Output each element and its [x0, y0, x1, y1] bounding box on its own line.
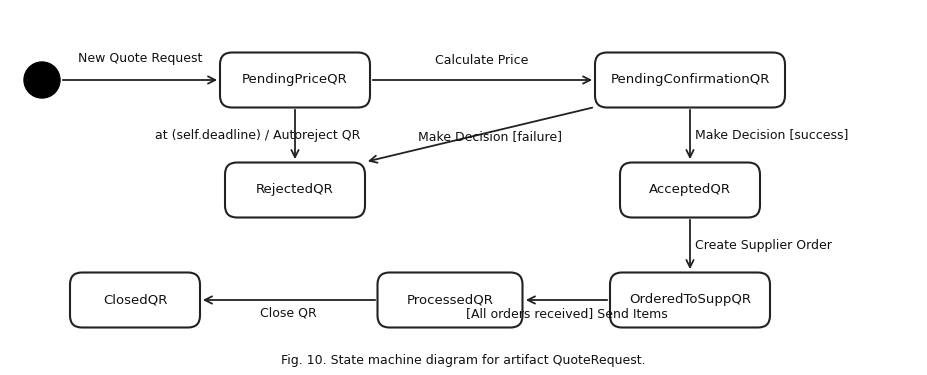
Text: Make Decision [failure]: Make Decision [failure]	[418, 130, 562, 144]
Circle shape	[24, 62, 60, 98]
Text: AcceptedQR: AcceptedQR	[649, 183, 731, 196]
FancyBboxPatch shape	[610, 273, 770, 327]
FancyBboxPatch shape	[220, 53, 370, 108]
Text: Calculate Price: Calculate Price	[436, 54, 528, 67]
FancyBboxPatch shape	[620, 162, 760, 218]
Text: [All orders received] Send Items: [All orders received] Send Items	[466, 307, 667, 320]
Text: PendingConfirmationQR: PendingConfirmationQR	[610, 74, 769, 87]
Text: at (self.deadline) / Autoreject QR: at (self.deadline) / Autoreject QR	[155, 129, 361, 141]
Text: New Quote Request: New Quote Request	[78, 52, 202, 65]
Text: ProcessedQR: ProcessedQR	[407, 294, 493, 306]
Text: ClosedQR: ClosedQR	[103, 294, 167, 306]
Text: PendingPriceQR: PendingPriceQR	[242, 74, 348, 87]
Text: RejectedQR: RejectedQR	[256, 183, 334, 196]
Text: Close QR: Close QR	[260, 307, 316, 320]
Text: OrderedToSuppQR: OrderedToSuppQR	[629, 294, 751, 306]
FancyBboxPatch shape	[377, 273, 523, 327]
FancyBboxPatch shape	[70, 273, 200, 327]
FancyBboxPatch shape	[595, 53, 785, 108]
Text: Make Decision [success]: Make Decision [success]	[695, 129, 848, 141]
Text: Fig. 10. State machine diagram for artifact QuoteRequest.: Fig. 10. State machine diagram for artif…	[281, 354, 646, 367]
Text: Create Supplier Order: Create Supplier Order	[695, 238, 832, 252]
FancyBboxPatch shape	[225, 162, 365, 218]
